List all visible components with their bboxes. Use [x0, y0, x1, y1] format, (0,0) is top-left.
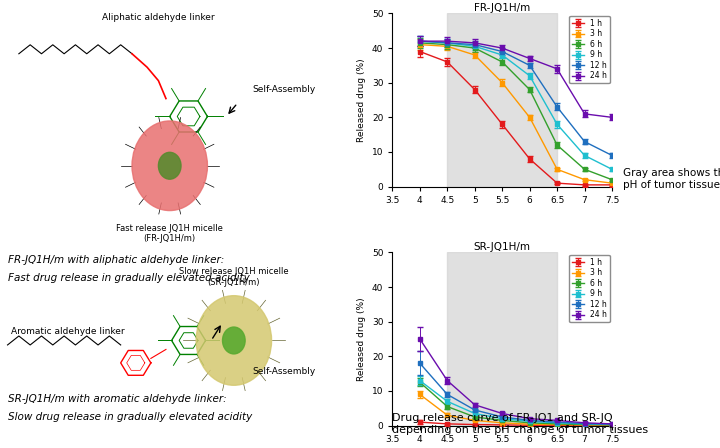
Text: Aromatic aldehyde linker: Aromatic aldehyde linker: [11, 327, 125, 336]
Text: Drug release curve of FR-JQ1 and SR-JQ
depending on the pH change of tumor tissu: Drug release curve of FR-JQ1 and SR-JQ d…: [392, 413, 649, 435]
Text: Gray area shows the
pH of tumor tissues: Gray area shows the pH of tumor tissues: [623, 168, 720, 190]
Text: Fast release JQ1H micelle
(FR-JQ1H/m): Fast release JQ1H micelle (FR-JQ1H/m): [116, 224, 223, 243]
Text: Self-Assembly: Self-Assembly: [253, 367, 316, 376]
Circle shape: [196, 296, 271, 385]
Legend: 1 h, 3 h, 6 h, 9 h, 12 h, 24 h: 1 h, 3 h, 6 h, 9 h, 12 h, 24 h: [569, 16, 610, 83]
Text: Aliphatic aldehyde linker: Aliphatic aldehyde linker: [102, 13, 215, 22]
Text: SR-JQ1H/m with aromatic aldehyde linker:: SR-JQ1H/m with aromatic aldehyde linker:: [7, 394, 226, 404]
Circle shape: [222, 327, 245, 354]
Text: FR-JQ1H/m with aliphatic aldehyde linker:: FR-JQ1H/m with aliphatic aldehyde linker…: [7, 255, 224, 265]
Bar: [447, 13, 557, 187]
Text: Fast drug release in gradually elevated acidity: Fast drug release in gradually elevated …: [7, 273, 249, 283]
Legend: 1 h, 3 h, 6 h, 9 h, 12 h, 24 h: 1 h, 3 h, 6 h, 9 h, 12 h, 24 h: [569, 255, 610, 323]
Text: Self-Assembly: Self-Assembly: [253, 85, 316, 94]
Circle shape: [132, 121, 207, 211]
Y-axis label: Released drug (%): Released drug (%): [357, 297, 366, 381]
Text: Slow drug release in gradually elevated acidity: Slow drug release in gradually elevated …: [7, 412, 252, 422]
Circle shape: [158, 152, 181, 179]
Y-axis label: Released drug (%): Released drug (%): [357, 58, 366, 142]
Bar: [447, 252, 557, 426]
Title: FR-JQ1H/m: FR-JQ1H/m: [474, 3, 531, 13]
Text: Slow release JQ1H micelle
(SR-JQ1H/m): Slow release JQ1H micelle (SR-JQ1H/m): [179, 267, 289, 287]
Title: SR-JQ1H/m: SR-JQ1H/m: [474, 241, 531, 252]
